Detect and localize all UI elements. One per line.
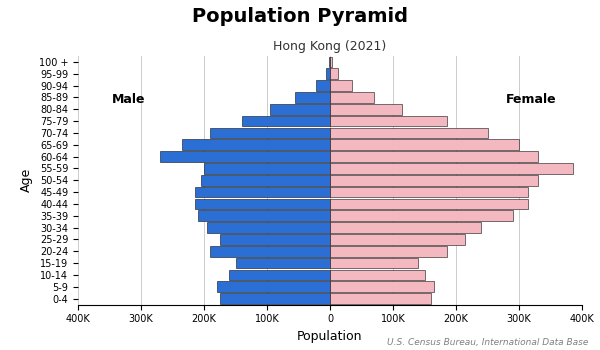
Text: Population Pyramid: Population Pyramid (192, 7, 408, 26)
Bar (326, 69, 330, 79)
Bar (242, 116, 330, 126)
Bar (330, 151, 538, 162)
Bar (316, 80, 330, 91)
Bar (329, 57, 330, 67)
Bar (211, 246, 330, 257)
Bar (330, 175, 538, 186)
Bar (270, 104, 330, 114)
Bar (330, 57, 332, 67)
Bar (217, 281, 330, 292)
Title: Hong Kong (2021): Hong Kong (2021) (274, 41, 386, 54)
Text: Female: Female (506, 93, 557, 106)
Bar (330, 139, 519, 150)
Bar (330, 116, 446, 126)
Bar (235, 258, 330, 268)
Bar (330, 198, 529, 209)
Bar (204, 163, 330, 174)
Bar (295, 92, 330, 103)
Bar (201, 175, 330, 186)
Bar (220, 293, 330, 304)
Bar (330, 187, 529, 197)
Bar (198, 210, 330, 221)
Bar (207, 222, 330, 233)
Bar (330, 92, 374, 103)
Bar (330, 104, 403, 114)
Bar (330, 281, 434, 292)
Bar (330, 258, 418, 268)
Bar (182, 139, 330, 150)
Bar (330, 270, 425, 280)
Bar (160, 151, 330, 162)
Bar (330, 128, 487, 138)
Bar (330, 222, 481, 233)
Bar (220, 234, 330, 245)
Bar (194, 187, 330, 197)
Bar (330, 246, 446, 257)
Bar (194, 198, 330, 209)
Bar (211, 128, 330, 138)
Bar (330, 163, 572, 174)
Text: U.S. Census Bureau, International Data Base: U.S. Census Bureau, International Data B… (386, 337, 588, 346)
Bar (330, 293, 431, 304)
Bar (330, 210, 513, 221)
Bar (229, 270, 330, 280)
Y-axis label: Age: Age (20, 168, 33, 193)
Bar (330, 69, 338, 79)
Bar (330, 80, 352, 91)
X-axis label: Population: Population (297, 330, 363, 343)
Bar (330, 234, 466, 245)
Text: Male: Male (112, 93, 145, 106)
